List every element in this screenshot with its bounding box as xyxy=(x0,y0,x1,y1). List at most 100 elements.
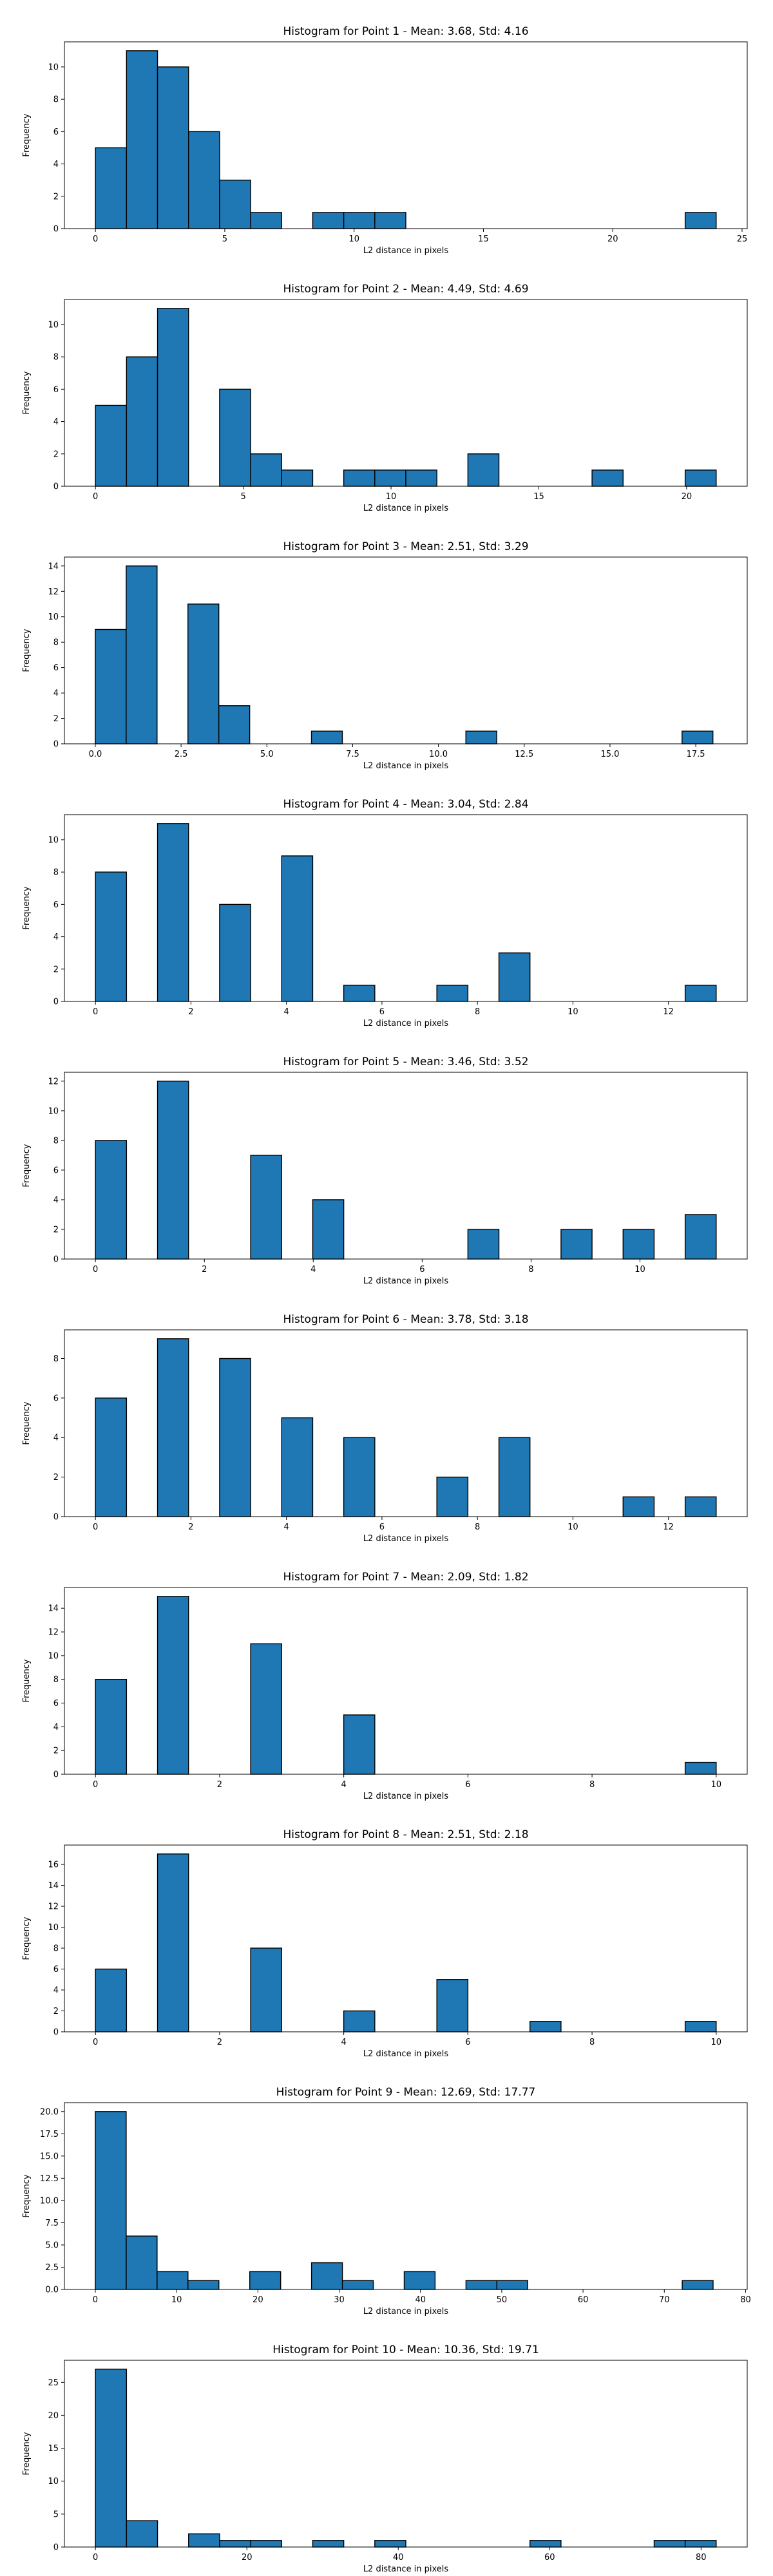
histogram-bar xyxy=(250,2540,282,2548)
histogram-bar xyxy=(219,2540,251,2548)
histogram-bar xyxy=(374,469,406,487)
x-tick-label: 60 xyxy=(544,2553,555,2562)
histogram-bar xyxy=(95,1678,128,1775)
y-tick-label: 6 xyxy=(53,1166,59,1175)
y-tick-label: 0.0 xyxy=(45,2286,59,2295)
plot-frame xyxy=(64,299,748,487)
y-axis-label: Frequency xyxy=(22,2432,32,2475)
x-tick-label: 6 xyxy=(379,1522,385,1532)
plot-frame xyxy=(64,1072,748,1260)
x-tick-label: 0 xyxy=(93,1522,98,1532)
histogram-bar xyxy=(249,2271,282,2290)
x-tick-label: 0 xyxy=(93,1007,98,1017)
histogram-bar xyxy=(250,1643,282,1775)
y-tick-label: 20 xyxy=(48,2411,59,2421)
x-tick-label: 4 xyxy=(284,1007,289,1017)
y-tick-label: 8 xyxy=(53,1675,59,1685)
x-axis-label: L2 distance in pixels xyxy=(363,246,449,256)
histogram-panel-3: Histogram for Point 3 - Mean: 2.51, Std:… xyxy=(22,540,748,771)
x-tick-label: 10 xyxy=(386,492,397,502)
chart-title: Histogram for Point 5 - Mean: 3.46, Std:… xyxy=(283,1056,528,1068)
histogram-bar xyxy=(219,179,251,229)
x-axis-label: L2 distance in pixels xyxy=(363,2564,449,2574)
histogram-bar xyxy=(653,2540,686,2548)
x-tick-label: 2 xyxy=(188,1007,193,1017)
histogram-bar xyxy=(530,2021,562,2032)
y-tick-label: 10 xyxy=(48,1106,59,1116)
x-tick-label: 30 xyxy=(334,2295,345,2305)
y-tick-label: 0 xyxy=(53,1255,59,1265)
y-tick-label: 10 xyxy=(48,62,59,72)
histogram-bar xyxy=(157,2271,189,2290)
y-tick-label: 12.5 xyxy=(40,2174,59,2184)
histogram-bar xyxy=(341,2280,374,2290)
y-tick-label: 0 xyxy=(53,1513,59,1522)
histogram-bar xyxy=(95,1140,128,1260)
x-tick-label: 20 xyxy=(242,2553,253,2562)
histogram-bar xyxy=(498,1437,531,1517)
histogram-bar xyxy=(188,2533,220,2548)
x-axis-label: L2 distance in pixels xyxy=(363,761,449,771)
y-tick-label: 6 xyxy=(53,900,59,910)
y-axis-label: Frequency xyxy=(22,886,32,929)
y-tick-label: 8 xyxy=(53,1354,59,1364)
plot-frame xyxy=(64,41,748,229)
histogram-bar xyxy=(374,2540,406,2548)
y-tick-label: 2 xyxy=(53,1225,59,1235)
y-tick-label: 10 xyxy=(48,835,59,845)
histogram-bar xyxy=(312,1199,345,1260)
y-tick-label: 10 xyxy=(48,1923,59,1933)
histogram-bar xyxy=(310,2262,343,2290)
histogram-bar xyxy=(95,404,128,487)
x-tick-label: 5 xyxy=(222,234,227,244)
y-axis-label: Frequency xyxy=(22,1401,32,1444)
x-tick-label: 10 xyxy=(568,1007,578,1017)
x-tick-label: 60 xyxy=(578,2295,589,2305)
y-axis-label: Frequency xyxy=(22,1144,32,1187)
plot-frame xyxy=(64,2360,748,2548)
y-tick-label: 25 xyxy=(48,2378,59,2388)
histogram-bar xyxy=(374,212,406,229)
histogram-bar xyxy=(684,1761,717,1775)
histogram-bar xyxy=(560,1229,593,1260)
histogram-bar xyxy=(219,904,251,1002)
y-tick-label: 0 xyxy=(53,482,59,492)
histogram-panel-7: Histogram for Point 7 - Mean: 2.09, Std:… xyxy=(22,1571,748,1801)
histogram-panel-9: Histogram for Point 9 - Mean: 12.69, Std… xyxy=(22,2086,751,2316)
histogram-bar xyxy=(591,469,624,487)
histogram-bar xyxy=(250,212,282,229)
histogram-bar xyxy=(95,2369,128,2548)
y-tick-label: 10 xyxy=(48,1651,59,1661)
chart-title: Histogram for Point 3 - Mean: 2.51, Std:… xyxy=(283,540,528,553)
histogram-panel-1: Histogram for Point 1 - Mean: 3.68, Std:… xyxy=(22,25,748,256)
histogram-bar xyxy=(157,1596,189,1775)
y-tick-label: 2 xyxy=(53,714,59,724)
y-tick-label: 0 xyxy=(53,2028,59,2038)
x-tick-label: 7.5 xyxy=(346,750,359,759)
histogram-bar xyxy=(498,952,531,1002)
y-tick-label: 14 xyxy=(48,1881,59,1891)
x-tick-label: 2 xyxy=(202,1265,207,1274)
y-tick-label: 5.0 xyxy=(45,2240,59,2250)
histogram-bar xyxy=(281,1417,314,1517)
y-tick-label: 12 xyxy=(48,1628,59,1638)
y-tick-label: 15 xyxy=(48,2444,59,2454)
y-tick-label: 6 xyxy=(53,663,59,673)
histogram-bar xyxy=(403,2271,436,2290)
histogram-bar xyxy=(312,212,345,229)
y-tick-label: 10.0 xyxy=(40,2196,59,2206)
histogram-bar xyxy=(126,50,158,229)
chart-title: Histogram for Point 1 - Mean: 3.68, Std:… xyxy=(283,25,528,38)
x-tick-label: 10 xyxy=(635,1265,645,1274)
x-tick-label: 0 xyxy=(93,492,98,502)
x-tick-label: 8 xyxy=(528,1265,533,1274)
y-tick-label: 8 xyxy=(53,353,59,363)
plot-frame xyxy=(64,1587,748,1775)
histogram-bar xyxy=(219,388,251,487)
x-tick-label: 20 xyxy=(682,492,692,502)
x-tick-label: 8 xyxy=(475,1522,480,1532)
y-tick-label: 8 xyxy=(53,868,59,878)
histogram-bar xyxy=(343,212,376,229)
x-tick-label: 6 xyxy=(379,1007,385,1017)
x-tick-label: 15.0 xyxy=(600,750,619,759)
